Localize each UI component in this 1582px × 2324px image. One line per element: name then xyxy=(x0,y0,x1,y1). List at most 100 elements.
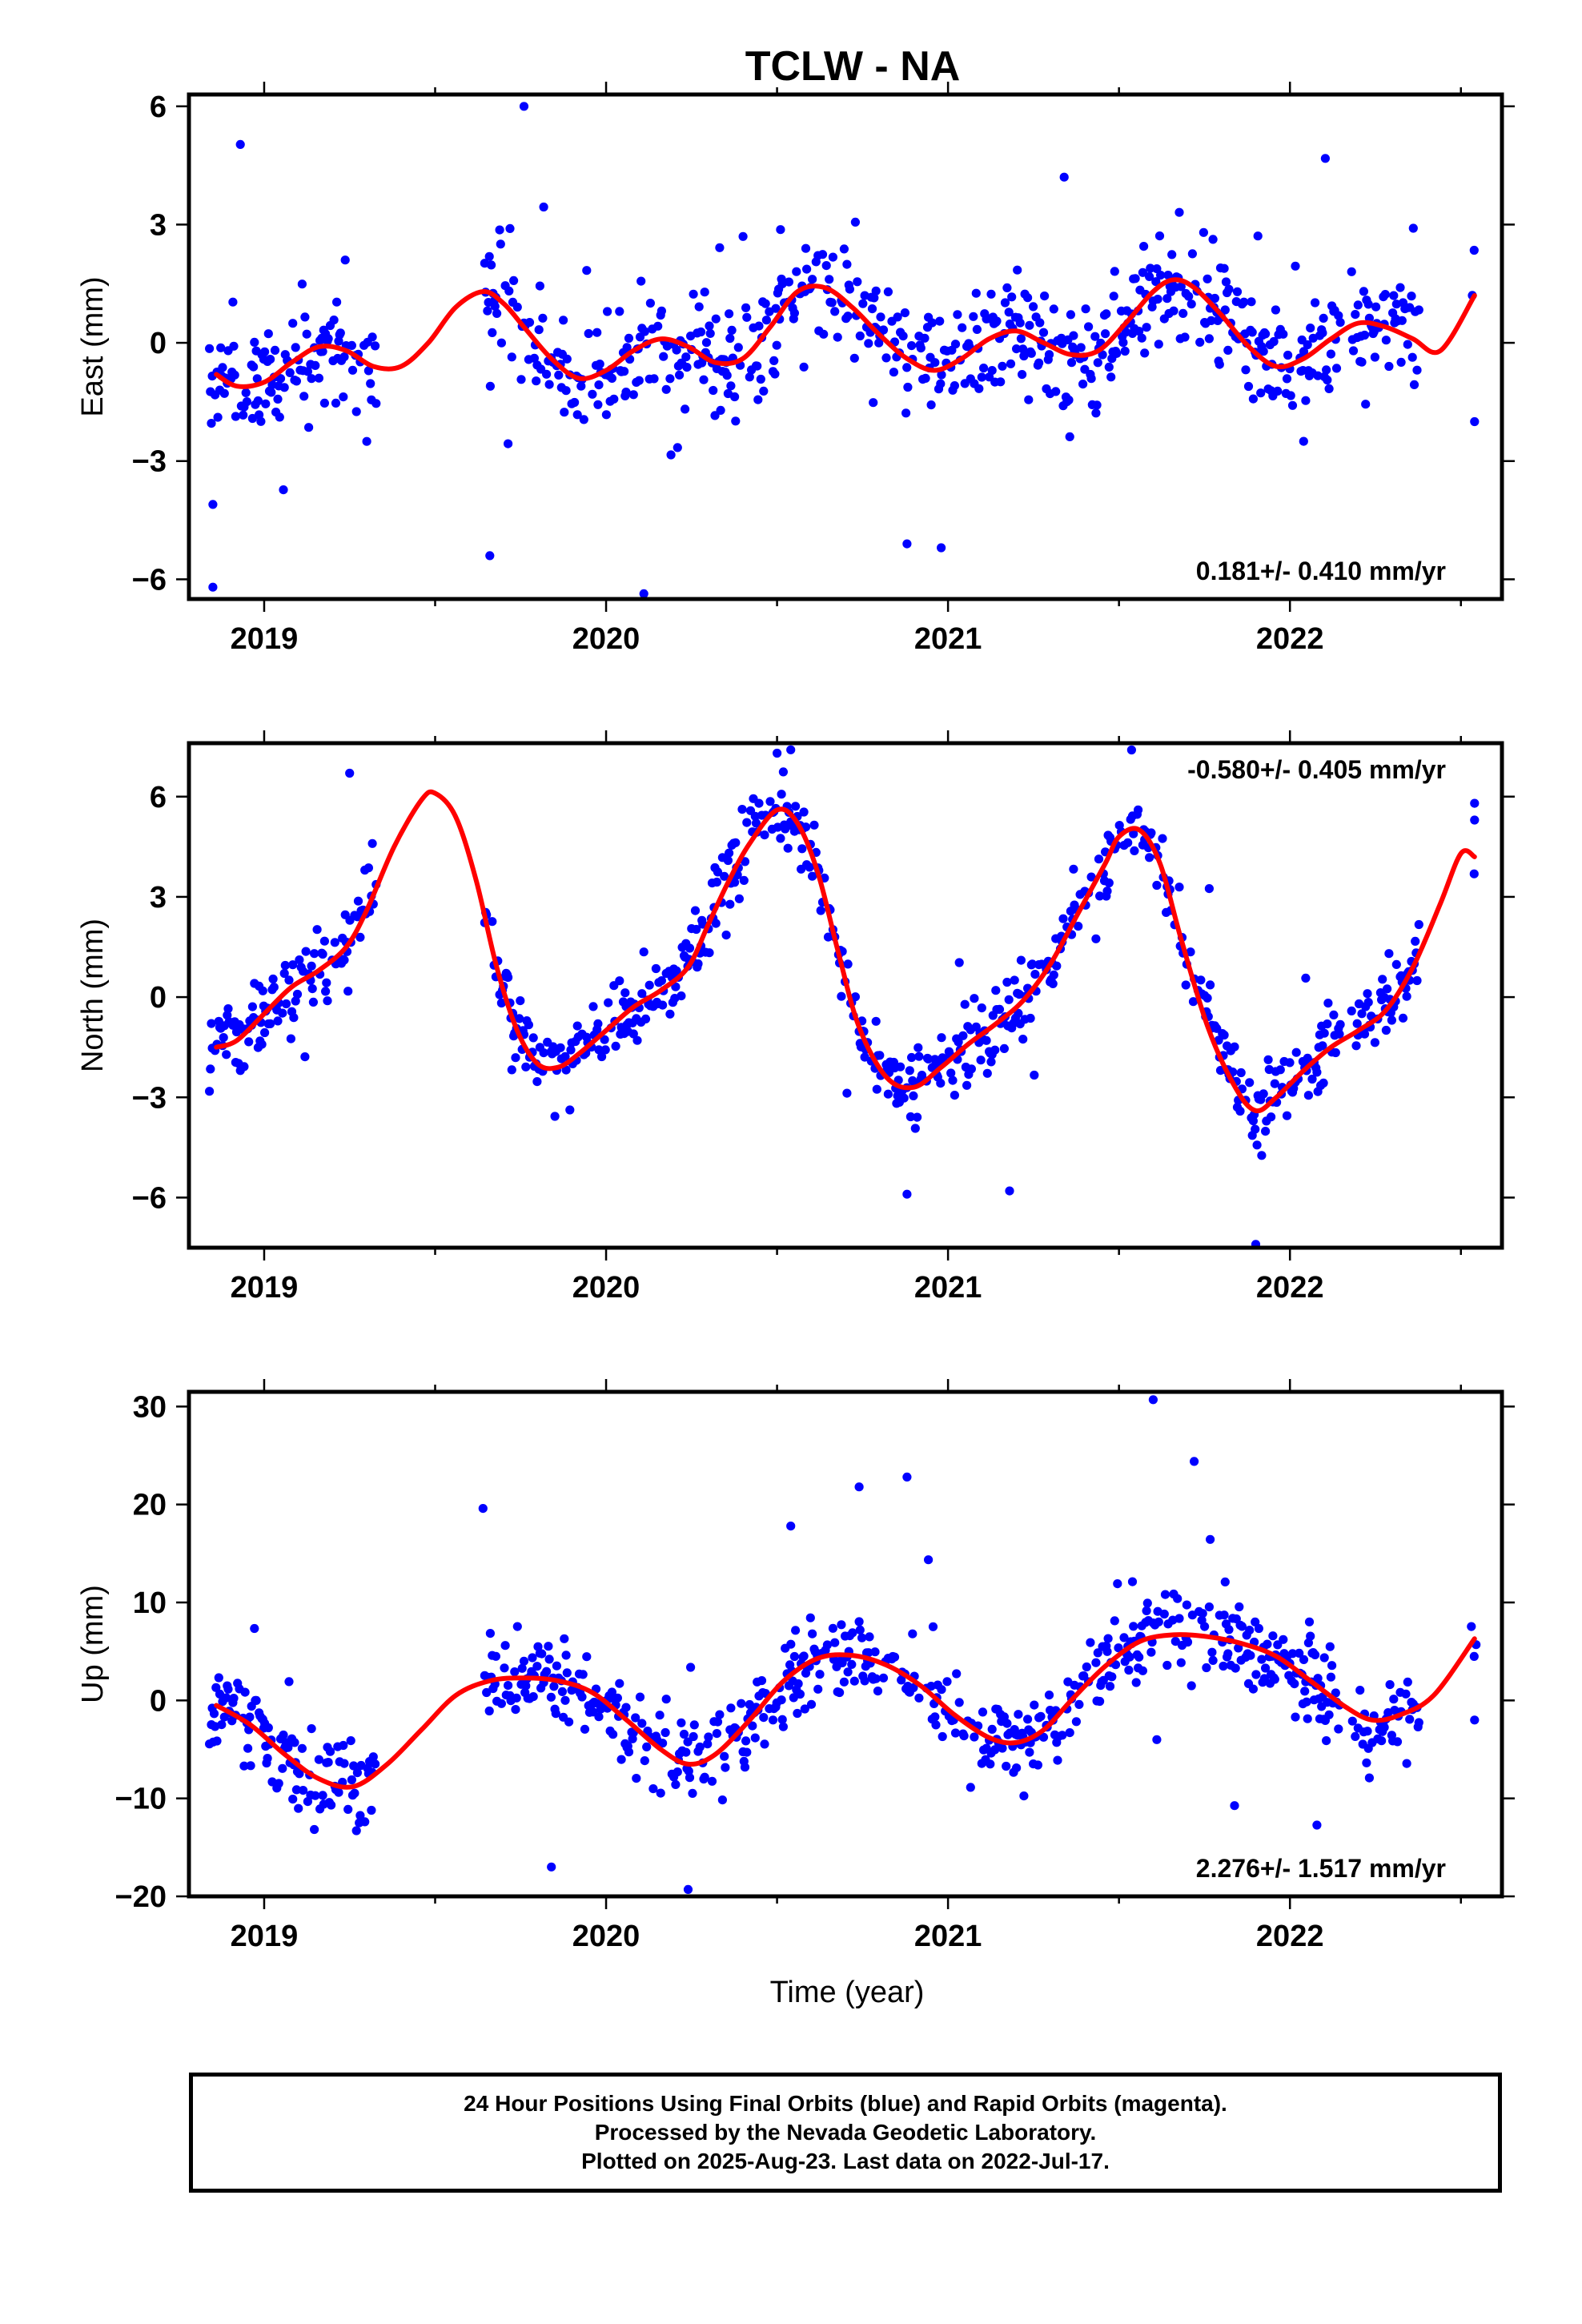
data-point xyxy=(734,894,745,903)
data-point xyxy=(1219,1661,1228,1671)
data-point xyxy=(656,306,667,316)
data-point xyxy=(291,343,300,352)
data-point xyxy=(1403,1677,1412,1687)
data-point xyxy=(311,1791,320,1800)
data-point xyxy=(760,830,769,840)
data-point xyxy=(1291,1047,1301,1057)
data-point xyxy=(294,1803,303,1813)
data-point xyxy=(1188,997,1199,1007)
data-point xyxy=(539,202,548,212)
data-point xyxy=(1335,318,1345,328)
data-point xyxy=(280,960,290,971)
data-point xyxy=(797,844,807,854)
data-point xyxy=(952,1669,962,1679)
data-point xyxy=(1234,1643,1243,1653)
data-point xyxy=(1304,1617,1315,1626)
data-point xyxy=(802,264,812,274)
data-point xyxy=(783,843,793,853)
data-point xyxy=(1248,1684,1258,1694)
data-point xyxy=(710,411,720,420)
data-point xyxy=(1331,364,1342,373)
plot-frame xyxy=(187,1389,1504,1899)
model-fit-line xyxy=(214,277,1477,389)
data-point xyxy=(792,267,801,276)
data-point xyxy=(1130,274,1140,283)
data-point xyxy=(229,341,239,351)
panel-east: 2019 2020 2021 2022 −6 −3 0 3 6 East (mm) 0.181+/-… xyxy=(76,82,1515,656)
data-point xyxy=(229,1694,239,1703)
data-point xyxy=(532,376,541,386)
data-point xyxy=(247,1002,257,1011)
data-point xyxy=(1036,1711,1046,1721)
data-point xyxy=(722,371,732,380)
data-point xyxy=(1038,328,1049,337)
data-point xyxy=(772,340,781,350)
data-point xyxy=(1285,1058,1295,1068)
data-point xyxy=(966,1783,975,1792)
data-point xyxy=(500,1663,509,1673)
y-axis-label: East (mm) xyxy=(76,276,110,416)
data-point xyxy=(1091,1658,1101,1667)
data-point xyxy=(986,1759,995,1769)
data-point xyxy=(1323,375,1332,385)
data-point xyxy=(1120,346,1130,356)
data-point xyxy=(547,1862,556,1872)
data-point xyxy=(1245,1626,1255,1635)
data-point xyxy=(986,289,996,299)
data-point xyxy=(771,304,781,313)
data-point xyxy=(733,343,743,352)
data-point xyxy=(371,399,381,408)
data-point xyxy=(570,397,580,408)
data-point xyxy=(914,1693,924,1703)
data-point xyxy=(1082,1662,1091,1672)
data-point xyxy=(860,1052,869,1062)
data-point xyxy=(208,500,218,509)
data-point xyxy=(1154,231,1165,241)
data-point xyxy=(1002,977,1012,987)
data-point xyxy=(1247,297,1256,307)
data-point xyxy=(1470,1715,1480,1725)
data-point xyxy=(371,1759,380,1769)
data-point xyxy=(1086,1638,1095,1647)
data-point xyxy=(278,1008,287,1018)
data-point xyxy=(1012,344,1022,354)
data-point xyxy=(1138,267,1147,277)
data-point xyxy=(713,867,723,877)
data-point xyxy=(1469,1651,1479,1661)
data-point xyxy=(1223,1649,1233,1659)
data-point xyxy=(1224,1625,1234,1634)
data-point xyxy=(1324,1710,1334,1719)
data-point xyxy=(793,1708,802,1719)
data-point xyxy=(1140,348,1150,358)
data-point xyxy=(286,1034,295,1043)
data-point xyxy=(496,239,505,249)
data-point xyxy=(910,1124,920,1133)
panel-north: 2019 2020 2021 2022 −6 −3 0 3 6 North (mm) -0.580+… xyxy=(76,730,1515,1305)
data-point xyxy=(524,318,535,328)
data-point xyxy=(1084,322,1094,332)
data-point xyxy=(987,366,997,376)
data-point xyxy=(855,1625,865,1634)
data-point xyxy=(532,1662,542,1671)
data-point xyxy=(953,310,962,320)
data-point xyxy=(661,1727,670,1738)
data-point xyxy=(250,1623,259,1634)
data-point xyxy=(754,321,764,331)
data-point xyxy=(485,381,496,391)
data-point xyxy=(519,102,529,111)
data-point xyxy=(1470,815,1480,825)
data-point xyxy=(363,366,373,376)
data-point xyxy=(1092,400,1102,410)
data-point xyxy=(757,1676,767,1686)
data-point xyxy=(1049,304,1058,314)
data-point xyxy=(1134,805,1143,814)
data-point xyxy=(516,375,526,384)
data-point xyxy=(488,917,497,927)
data-point xyxy=(485,551,495,561)
data-point xyxy=(1114,1643,1123,1653)
data-point xyxy=(332,297,342,307)
data-point xyxy=(843,959,853,969)
data-point xyxy=(1290,1679,1299,1689)
data-point xyxy=(1058,1731,1067,1740)
data-point xyxy=(621,388,631,397)
